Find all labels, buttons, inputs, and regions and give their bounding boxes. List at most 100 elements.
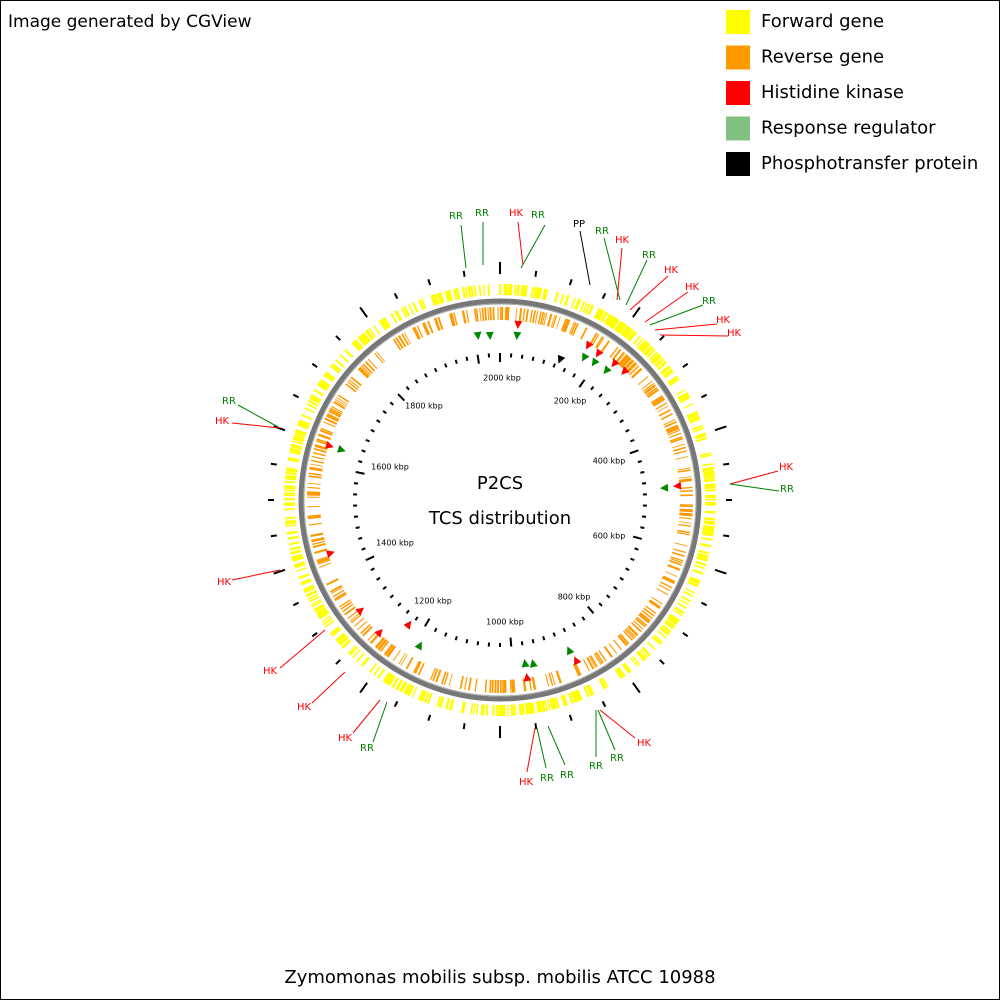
center-subtitle: TCS distribution [428,508,571,529]
outer-tick [462,270,466,277]
forward-gene [704,478,716,483]
scale-tick [382,585,387,590]
forward-gene [638,340,648,350]
tcs-marker [414,641,422,651]
reverse-gene [333,401,346,410]
forward-gene [540,700,545,712]
forward-gene [324,372,335,381]
forward-gene [394,310,402,322]
forward-gene [470,703,474,715]
forward-gene [651,354,662,364]
backbone [298,298,702,702]
callout-line [649,304,704,326]
forward-gene [601,312,609,323]
forward-gene [338,636,349,645]
scale-tick [598,393,603,398]
forward-gene [291,553,303,559]
forward-gene [313,388,325,397]
forward-gene [703,520,715,524]
reverse-gene [637,375,649,386]
scale-tick [465,639,469,644]
reverse-gene [360,365,372,376]
forward-gene [568,692,574,704]
forward-gene [636,651,646,662]
scale-tick [476,354,480,364]
reverse-gene [364,360,376,372]
scale-tick [629,449,639,455]
forward-gene [369,663,378,673]
feature-label: HK [716,315,731,326]
forward-gene [329,365,340,374]
tcs-marker [529,659,538,668]
scale-tick [531,639,535,644]
forward-gene [396,679,404,691]
forward-gene [601,677,609,688]
forward-gene [509,284,513,296]
reverse-gene [362,363,373,374]
forward-gene [703,471,715,476]
reverse-gene [555,316,561,330]
forward-gene [616,322,624,333]
reverse-gene [608,643,618,655]
forward-gene [421,298,427,310]
scale-tick [465,356,469,361]
reverse-gene [359,366,370,377]
forward-gene [316,608,328,617]
tcs-marker [557,354,566,364]
reverse-gene [329,408,342,417]
tcs-marker [336,444,346,453]
forward-gene [564,295,570,307]
reverse-gene [532,676,537,690]
forward-gene [541,288,547,300]
forward-gene [520,285,524,297]
forward-gene [647,641,657,651]
reverse-gene [435,669,441,683]
forward-gene [701,462,714,467]
reverse-gene [423,322,430,335]
reverse-gene [631,622,642,633]
forward-gene [530,702,534,714]
reverse-gene [511,679,514,693]
reverse-gene [572,663,580,677]
forward-gene [614,320,622,331]
reverse-gene [311,537,325,542]
forward-gene [292,437,304,443]
forward-gene [563,294,569,306]
outer-tick [568,279,573,286]
forward-gene [637,650,647,661]
reverse-gene [337,394,350,403]
feature-label: RR [540,773,554,784]
reverse-gene [348,379,360,389]
feature-label: HK [664,265,679,276]
forward-gene [286,530,298,535]
reverse-gene [392,338,402,351]
reverse-gene [387,646,397,658]
forward-gene [702,466,714,471]
forward-gene [303,584,315,591]
reverse-gene [401,333,410,346]
forward-gene [651,635,662,645]
forward-gene [291,440,304,445]
reverse-gene [556,670,562,684]
forward-gene [624,328,633,339]
outer-tick [723,534,730,538]
reverse-gene [620,356,631,368]
reverse-gene [318,434,331,441]
reverse-gene [522,308,526,322]
forward-gene [635,337,644,348]
forward-gene [487,284,490,296]
reverse-gene [643,382,655,392]
legend-label: Reverse gene [761,47,884,68]
tcs-marker [513,331,522,340]
forward-gene [310,599,322,606]
forward-gene [608,316,617,328]
reverse-gene [314,445,328,451]
scale-tick [562,367,567,373]
reverse-gene [563,319,570,333]
reverse-gene [621,357,632,369]
forward-gene [395,679,403,690]
reverse-gene [384,644,394,656]
reverse-gene [332,589,345,597]
outer-tick [700,393,708,399]
forward-gene [285,524,297,528]
